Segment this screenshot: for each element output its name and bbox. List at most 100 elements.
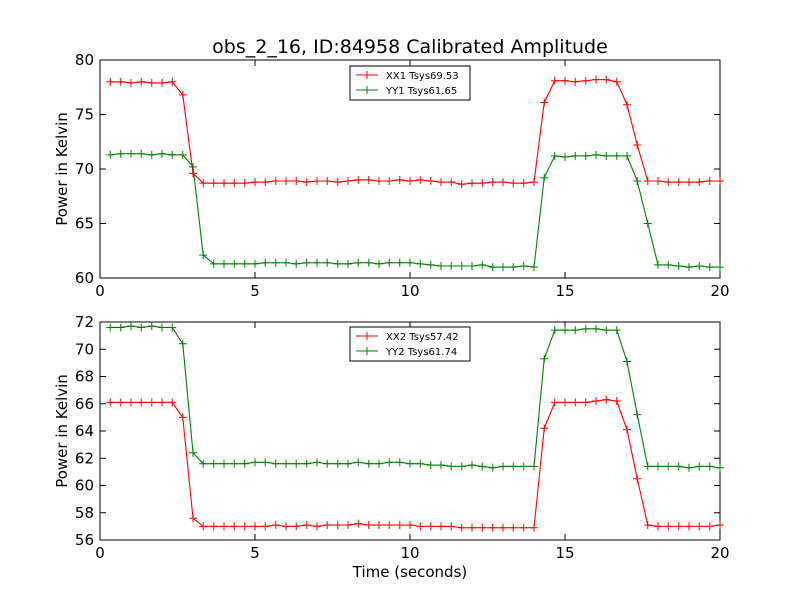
- data-point: [209, 259, 218, 268]
- data-point: [664, 462, 673, 471]
- x-tick-label: 20: [710, 282, 729, 300]
- data-point: [426, 522, 435, 531]
- legend-label: XX1 Tsys69.53: [386, 71, 459, 82]
- data-point: [189, 448, 197, 457]
- x-tick-label: 15: [555, 544, 574, 562]
- y-tick-label: 70: [75, 340, 94, 358]
- data-point: [106, 77, 115, 86]
- data-point: [674, 462, 683, 471]
- data-point: [251, 259, 259, 268]
- data-point: [468, 461, 476, 470]
- data-point: [385, 176, 394, 185]
- data-point: [654, 462, 662, 471]
- data-point: [240, 179, 249, 188]
- data-point: [623, 100, 631, 109]
- legend-marker: [363, 86, 371, 94]
- data-point: [344, 521, 352, 530]
- data-point: [364, 175, 373, 184]
- data-point: [395, 175, 404, 184]
- data-point: [592, 397, 600, 406]
- data-point: [674, 522, 683, 531]
- data-point: [530, 263, 538, 272]
- data-point: [137, 398, 146, 407]
- data-point: [375, 459, 383, 468]
- data-point: [602, 395, 611, 404]
- data-point: [209, 522, 218, 531]
- data-point: [457, 523, 466, 532]
- data-point: [654, 260, 662, 269]
- data-point: [437, 178, 445, 187]
- data-point: [292, 176, 301, 185]
- data-point: [447, 262, 456, 271]
- data-point: [571, 398, 580, 407]
- data-point: [344, 176, 352, 185]
- data-point: [178, 413, 187, 422]
- data-point: [561, 326, 569, 335]
- legend-box: [349, 65, 471, 101]
- data-point: [602, 75, 611, 84]
- data-point: [240, 259, 249, 268]
- data-point: [468, 262, 476, 271]
- data-point: [550, 151, 559, 160]
- data-point: [282, 459, 290, 468]
- data-point: [530, 523, 538, 532]
- y-tick-label: 65: [75, 215, 94, 233]
- data-point: [240, 459, 249, 468]
- data-point: [116, 77, 125, 86]
- data-point: [116, 398, 125, 407]
- y-tick-label: 72: [75, 313, 94, 331]
- legend-marker: [363, 71, 371, 79]
- data-point: [499, 462, 507, 471]
- data-point: [550, 76, 559, 85]
- y-tick-label: 75: [75, 106, 94, 124]
- x-tick-label: 5: [250, 544, 260, 562]
- data-point: [612, 151, 621, 160]
- data-point: [633, 410, 642, 419]
- data-point: [716, 176, 724, 185]
- data-point: [468, 179, 476, 188]
- data-point: [127, 149, 135, 158]
- data-point: [561, 76, 569, 85]
- data-point: [158, 78, 166, 87]
- data-point: [199, 459, 208, 468]
- data-point: [344, 259, 352, 268]
- data-point: [158, 398, 166, 407]
- data-point: [220, 259, 228, 268]
- data-point: [674, 262, 683, 271]
- data-point: [199, 179, 208, 188]
- data-point: [137, 77, 146, 86]
- data-point: [519, 523, 528, 532]
- data-point: [437, 522, 445, 531]
- data-point: [488, 523, 497, 532]
- y-tick-label: 60: [75, 269, 94, 287]
- data-point: [220, 522, 228, 531]
- data-point: [168, 77, 177, 86]
- data-point: [189, 162, 197, 171]
- data-point: [416, 522, 425, 531]
- data-point: [530, 178, 538, 187]
- legend-label: YY1 Tsys61.65: [385, 86, 457, 97]
- data-point: [612, 77, 621, 86]
- data-point: [147, 78, 156, 87]
- legend-box: [349, 326, 471, 362]
- data-point: [643, 176, 652, 185]
- data-point: [116, 323, 125, 332]
- data-point: [685, 463, 693, 472]
- data-point: [230, 522, 239, 531]
- data-point: [612, 397, 621, 406]
- series-2: [106, 149, 724, 272]
- legend-marker: [363, 347, 371, 355]
- y-tick-label: 60: [75, 477, 94, 495]
- data-point: [292, 259, 301, 268]
- data-point: [623, 151, 631, 160]
- data-point: [581, 151, 590, 160]
- data-point: [313, 258, 321, 267]
- data-point: [261, 178, 270, 187]
- data-point: [519, 179, 528, 188]
- x-tick-label: 10: [400, 544, 419, 562]
- data-point: [375, 259, 383, 268]
- data-point: [540, 424, 549, 433]
- data-point: [716, 463, 724, 472]
- series-2: [106, 322, 724, 472]
